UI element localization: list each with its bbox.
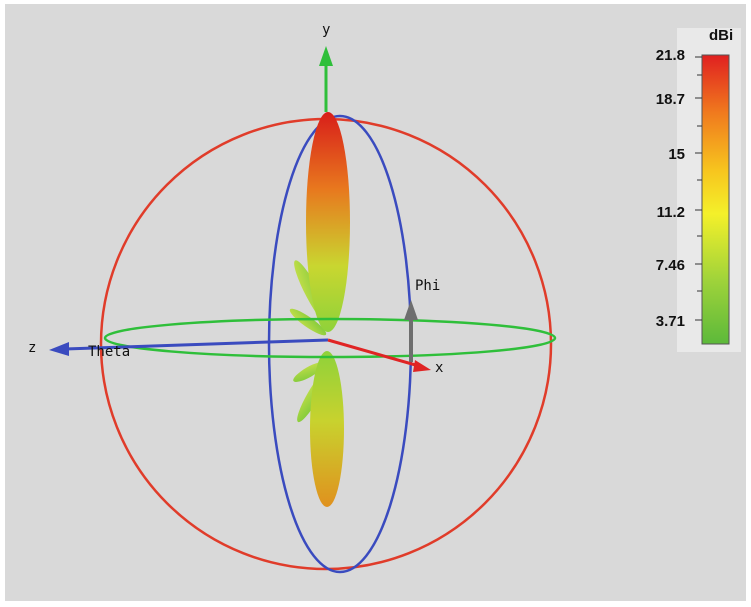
legend-tick-marks: [695, 56, 702, 321]
y-axis-label: y: [322, 22, 330, 38]
legend-colorbar: [677, 28, 741, 352]
x-axis: [327, 338, 431, 372]
horizontal-ring: [103, 317, 557, 359]
x-axis-label: x: [435, 360, 443, 376]
legend-tick-label: 18.7: [655, 91, 685, 108]
legend-tick-label: 11.2: [656, 204, 685, 221]
phi-arrow: [404, 300, 418, 362]
legend-tick-label: 15: [668, 146, 685, 163]
legend-gradient: [701, 54, 730, 345]
z-axis: [49, 338, 329, 356]
main-lobe-top: [306, 112, 350, 332]
y-axis: [319, 46, 333, 112]
main-lobe-bottom: [310, 351, 344, 507]
legend-tick-label: 7.46: [655, 257, 685, 274]
legend-unit-label: dBi: [709, 27, 734, 44]
legend-tick-label: 21.8: [655, 47, 685, 64]
radiation-pattern-viewport[interactable]: y z x Theta Phi: [5, 4, 746, 601]
theta-label: Theta: [88, 344, 130, 360]
phi-label: Phi: [415, 278, 440, 294]
legend-tick-label: 3.71: [655, 313, 685, 330]
z-axis-label: z: [28, 340, 36, 356]
radiation-pattern-3d-plot: y z x Theta Phi: [28, 22, 741, 574]
